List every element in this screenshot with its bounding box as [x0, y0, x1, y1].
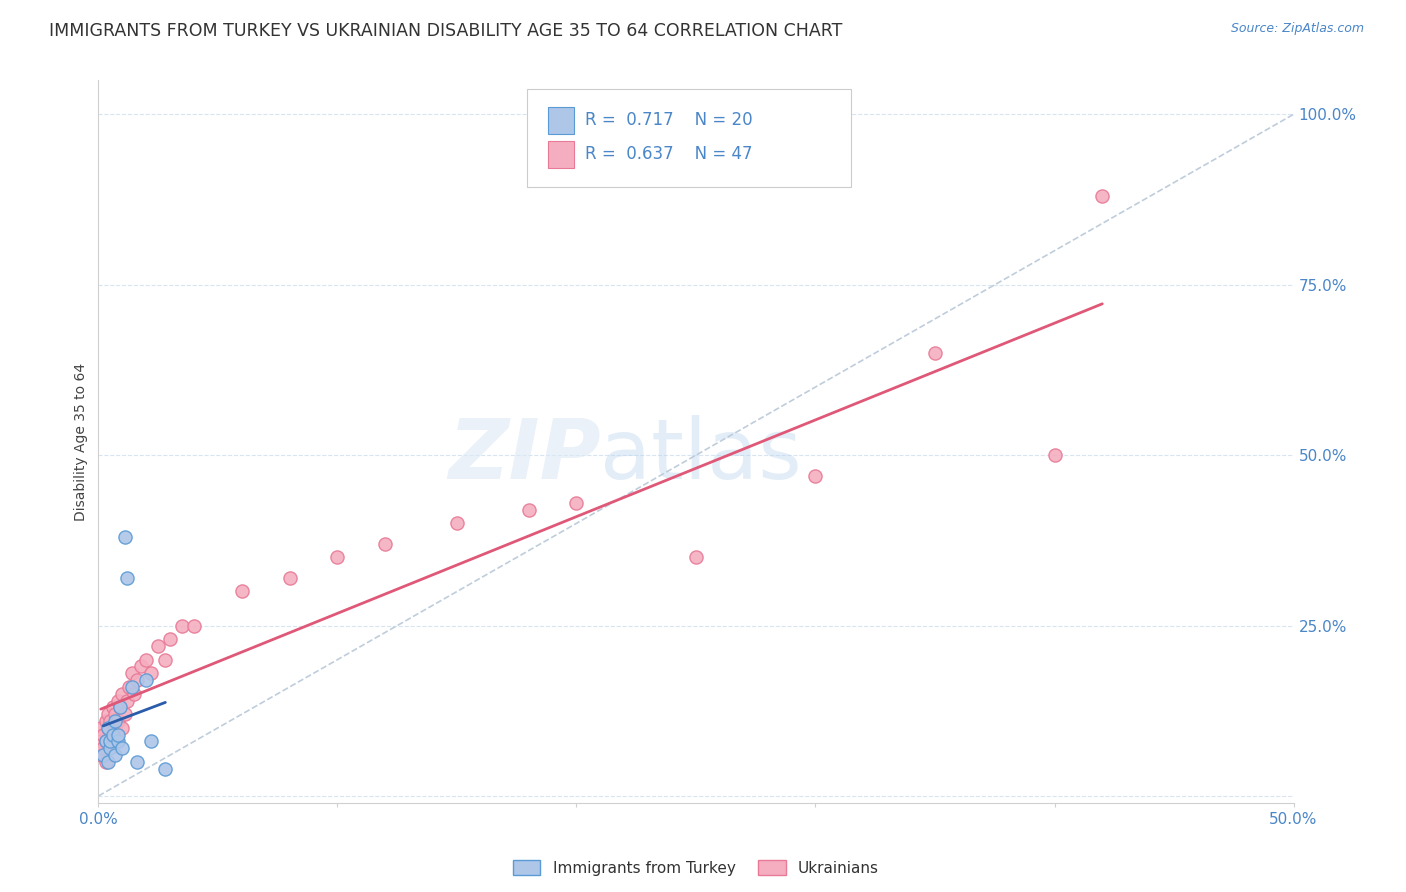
Point [183, 618, 205, 632]
Point [155, 762, 177, 776]
Point [111, 721, 134, 735]
Point [107, 734, 129, 748]
Point [101, 728, 124, 742]
Point [91, 741, 114, 756]
Point [90, 748, 112, 763]
Point [91, 748, 114, 763]
Point [104, 748, 127, 763]
Point [1043, 448, 1066, 462]
Point [98, 734, 122, 748]
Text: IMMIGRANTS FROM TURKEY VS UKRAINIAN DISABILITY AGE 35 TO 64 CORRELATION CHART: IMMIGRANTS FROM TURKEY VS UKRAINIAN DISA… [49, 22, 842, 40]
Point [135, 653, 157, 667]
Point [94, 734, 117, 748]
Point [121, 680, 143, 694]
Point [91, 728, 114, 742]
Point [139, 734, 162, 748]
Text: atlas: atlas [600, 416, 801, 497]
Text: ZIP: ZIP [447, 416, 600, 497]
Point [101, 700, 124, 714]
Point [121, 666, 143, 681]
Point [114, 707, 136, 722]
Point [97, 707, 120, 722]
Point [94, 755, 117, 769]
Point [124, 687, 146, 701]
Point [924, 346, 946, 360]
Point [94, 714, 117, 728]
Text: Source: ZipAtlas.com: Source: ZipAtlas.com [1230, 22, 1364, 36]
Point [107, 728, 129, 742]
Point [108, 700, 131, 714]
Point [115, 693, 138, 707]
Point [685, 550, 707, 565]
Point [101, 728, 124, 742]
Point [139, 666, 162, 681]
Point [107, 714, 129, 728]
Point [98, 734, 122, 748]
Point [125, 755, 148, 769]
Point [97, 721, 120, 735]
Point [231, 584, 253, 599]
Point [148, 639, 170, 653]
Point [108, 700, 131, 714]
Point [155, 653, 177, 667]
Text: R =  0.637    N = 47: R = 0.637 N = 47 [585, 145, 752, 163]
Point [111, 687, 134, 701]
Point [90, 721, 112, 735]
Point [104, 707, 127, 722]
Point [107, 693, 129, 707]
Point [104, 714, 127, 728]
Point [1091, 189, 1114, 203]
Point [94, 734, 117, 748]
Point [114, 530, 136, 544]
Text: R =  0.717    N = 20: R = 0.717 N = 20 [585, 112, 752, 129]
Point [125, 673, 148, 687]
Point [111, 741, 134, 756]
Point [115, 571, 138, 585]
Point [97, 755, 120, 769]
Legend: Immigrants from Turkey, Ukrainians: Immigrants from Turkey, Ukrainians [506, 854, 886, 882]
Point [98, 714, 122, 728]
Point [804, 468, 827, 483]
Y-axis label: Disability Age 35 to 64: Disability Age 35 to 64 [75, 362, 89, 521]
Point [446, 516, 468, 531]
Point [98, 741, 122, 756]
Point [326, 550, 349, 565]
Point [278, 571, 301, 585]
Point [135, 673, 157, 687]
Point [131, 659, 153, 673]
Point [159, 632, 181, 647]
Point [118, 680, 141, 694]
Point [374, 537, 396, 551]
Point [104, 721, 127, 735]
Point [517, 502, 540, 516]
Point [565, 496, 588, 510]
Point [97, 721, 120, 735]
Point [172, 618, 194, 632]
Point [90, 734, 112, 748]
